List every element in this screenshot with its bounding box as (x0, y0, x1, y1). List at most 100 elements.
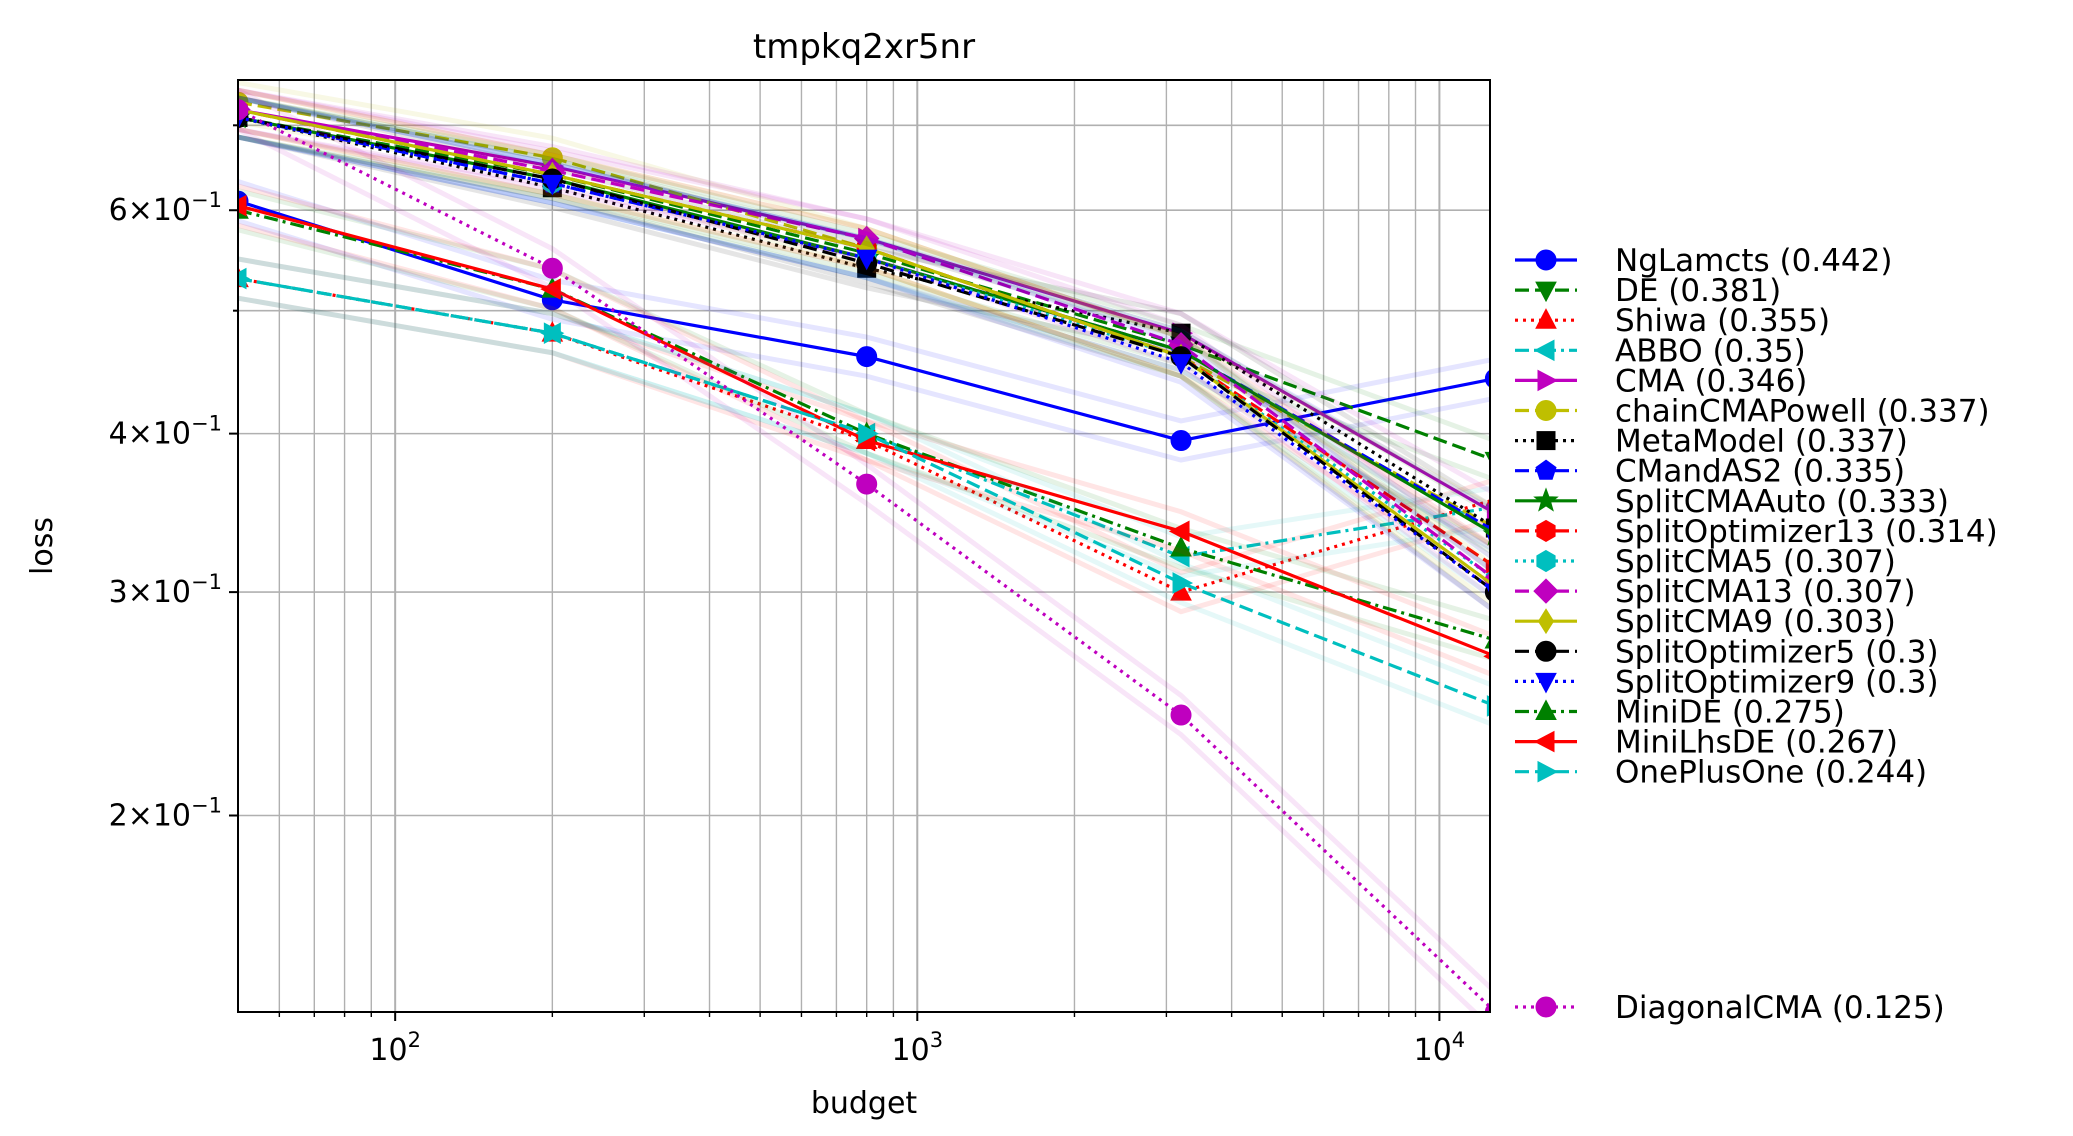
series-band (238, 127, 1479, 1012)
series-band (238, 87, 1490, 991)
legend-label: MiniDE (0.275) (1615, 695, 1845, 731)
x-tick-label: 104 (1414, 1028, 1466, 1068)
series-band (238, 95, 1490, 572)
legend-entry: SplitCMA13 (0.307) (1515, 574, 1916, 610)
legend-marker (1535, 996, 1557, 1018)
series-band (238, 87, 1490, 567)
y-tick-label: 4×10−1 (109, 412, 222, 452)
data-point (540, 278, 561, 300)
plot-area (238, 80, 1490, 1012)
data-point (1170, 535, 1192, 557)
legend-marker (1536, 549, 1556, 573)
legend-marker (1535, 672, 1557, 694)
data-point (1172, 572, 1194, 594)
series-band (238, 179, 1490, 424)
series-band (238, 188, 1490, 622)
data-point (855, 249, 878, 271)
legend-marker (1535, 640, 1557, 662)
y-tick-label: 3×10−1 (109, 570, 222, 610)
legend-marker (1536, 431, 1556, 451)
legend-label: ABBO (0.35) (1615, 333, 1806, 369)
data-point (1170, 704, 1192, 726)
legend-entry: MiniDE (0.275) (1515, 695, 1845, 731)
data-point (543, 322, 565, 344)
data-point (1484, 1002, 1490, 1012)
x-tick-label: 103 (892, 1028, 944, 1068)
series-band (238, 295, 1490, 579)
legend-marker (1535, 281, 1557, 303)
y-tick-label: 6×10−1 (109, 188, 222, 228)
legend: NgLamcts (0.442)DE (0.381)Shiwa (0.355)A… (1515, 243, 1998, 1026)
data-point (1168, 520, 1190, 543)
legend-marker (1533, 339, 1555, 362)
legend-label: chainCMAPowell (0.337) (1615, 394, 1990, 430)
data-point (541, 257, 563, 279)
data-point (1170, 354, 1192, 375)
series-18 (238, 256, 1490, 727)
data-point (1484, 638, 1490, 649)
series-line (238, 115, 1490, 527)
legend-entry: DiagonalCMA (0.125) (1515, 990, 1945, 1026)
legend-marker (1535, 699, 1557, 720)
legend-entry: DE (0.381) (1515, 273, 1781, 309)
legend-label: CMA (0.346) (1615, 363, 1807, 399)
legend-entry: SplitCMAAuto (0.333) (1515, 484, 1949, 520)
series-19 (238, 87, 1490, 1012)
data-point (238, 272, 251, 285)
x-tick-label: 102 (369, 1028, 421, 1068)
y-axis-label: loss (25, 517, 60, 575)
legend-entry: SplitOptimizer13 (0.314) (1515, 514, 1998, 550)
legend-label: SplitOptimizer5 (0.3) (1615, 634, 1939, 670)
legend-marker (1535, 249, 1557, 271)
legend-entry: SplitCMA5 (0.307) (1515, 544, 1896, 580)
legend-marker (1537, 760, 1559, 783)
data-point (541, 174, 564, 196)
series-band (238, 87, 1490, 559)
legend-marker (1533, 578, 1559, 604)
legend-marker (1533, 730, 1555, 753)
series-15 (238, 95, 1490, 611)
series-band (238, 256, 1490, 687)
series-band (238, 134, 1490, 611)
legend-entry: MiniLhsDE (0.267) (1515, 725, 1898, 761)
legend-label: MiniLhsDE (0.267) (1615, 725, 1898, 761)
data-point (1170, 430, 1192, 452)
legend-label: Shiwa (0.355) (1615, 303, 1830, 339)
series-band (238, 295, 1490, 615)
series-band (238, 134, 1490, 551)
y-tick-label: 2×10−1 (109, 793, 222, 833)
legend-label: MetaModel (0.337) (1615, 424, 1908, 460)
data-point (858, 422, 879, 445)
series-band (238, 134, 1490, 548)
legend-entry: chainCMAPowell (0.337) (1515, 394, 1990, 430)
series-band (238, 134, 1490, 611)
data-point (856, 346, 878, 368)
legend-label: SplitCMA5 (0.307) (1615, 544, 1896, 580)
series-17 (238, 183, 1490, 677)
series-band (238, 95, 1490, 572)
data-point (238, 99, 249, 121)
legend-label: DiagonalCMA (0.125) (1615, 990, 1945, 1026)
legend-label: OnePlusOne (0.244) (1615, 755, 1927, 791)
legend-marker (1535, 459, 1557, 480)
legend-entry: SplitCMA9 (0.303) (1515, 604, 1896, 640)
series-band (238, 134, 1490, 599)
series-band (238, 295, 1490, 727)
data-point (1482, 530, 1490, 546)
legend-entry: MetaModel (0.337) (1515, 424, 1908, 460)
legend-label: SplitCMA13 (0.307) (1615, 574, 1916, 610)
data-point (238, 194, 247, 217)
data-point (1484, 583, 1490, 594)
legend-entry: CMA (0.346) (1515, 363, 1807, 399)
legend-label: DE (0.381) (1615, 273, 1781, 309)
data-point (1484, 451, 1490, 463)
series-line (238, 115, 1490, 591)
legend-marker (1535, 400, 1557, 421)
legend-marker (1533, 487, 1559, 512)
series-band (238, 87, 1490, 494)
chart-title: tmpkq2xr5nr (753, 27, 975, 67)
data-point (1484, 369, 1490, 388)
legend-marker (1536, 519, 1556, 542)
legend-label: SplitOptimizer13 (0.314) (1615, 514, 1998, 550)
